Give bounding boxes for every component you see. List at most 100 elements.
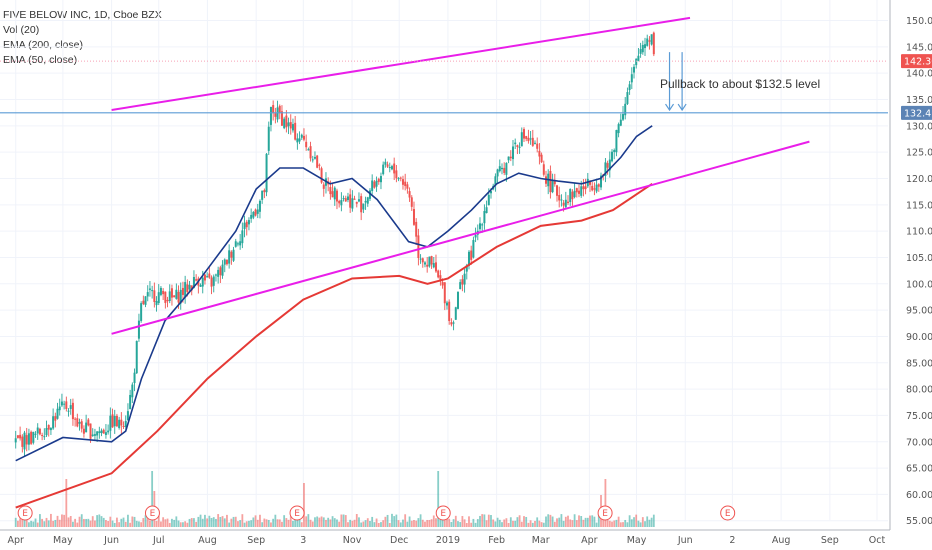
volume-bar	[96, 515, 99, 527]
volume-bar	[245, 521, 248, 527]
earnings-marker-icon	[17, 505, 33, 521]
earnings-marker-icon	[289, 505, 305, 521]
candle-body	[437, 270, 440, 278]
candle-body	[16, 435, 19, 438]
candle-body	[278, 105, 281, 114]
candle-body	[267, 126, 270, 151]
candle-body	[104, 432, 107, 436]
channel-upper-line	[111, 16, 691, 111]
volume-bar	[375, 518, 378, 527]
volume-bar	[300, 522, 303, 527]
candle-body	[582, 186, 585, 190]
volume-bar	[83, 518, 85, 527]
volume-bar	[384, 516, 387, 527]
volume-bar	[168, 522, 171, 527]
volume-bar	[391, 513, 393, 527]
candle-body	[115, 415, 118, 427]
volume-bar	[340, 514, 343, 527]
volume-bar	[287, 519, 290, 527]
candle-body	[373, 181, 376, 188]
volume-bar	[595, 522, 598, 527]
y-tick-label: 90.00	[906, 332, 932, 343]
candle-body	[217, 269, 220, 277]
candle-body	[549, 170, 552, 193]
candle-body	[38, 428, 41, 435]
candle-body	[417, 235, 420, 259]
volume-bar	[63, 514, 66, 527]
candle-body	[318, 164, 321, 166]
x-tick-label: Dec	[390, 535, 408, 546]
volume-bar	[338, 521, 341, 527]
candle-body	[129, 394, 132, 410]
volume-bar	[111, 520, 114, 527]
candle-body	[335, 190, 338, 202]
candle-body	[593, 188, 596, 190]
volume-bar	[520, 521, 523, 527]
volume-bar	[549, 514, 552, 527]
y-tick-label: 125.00	[906, 148, 932, 159]
candle-body	[274, 113, 277, 117]
volume-bar	[263, 518, 266, 527]
candle-body	[23, 432, 26, 450]
candle-body	[269, 106, 272, 125]
candle-body	[179, 289, 182, 304]
candle-body	[131, 384, 134, 398]
candle-body	[401, 179, 404, 185]
volume-bar	[613, 520, 616, 527]
volume-bar	[487, 514, 490, 527]
candle-body	[261, 190, 264, 200]
candle-body	[280, 111, 283, 126]
volume-bar	[241, 514, 244, 527]
y-tick-label: 60.00	[906, 490, 932, 501]
volume-bar	[540, 522, 543, 527]
volume-bar	[591, 515, 594, 527]
y-tick-label: 110.00	[906, 227, 932, 238]
volume-bar	[538, 520, 541, 527]
volume-bar	[406, 521, 409, 527]
candle-body	[157, 292, 160, 304]
volume-bar	[151, 471, 154, 527]
volume-bar	[107, 521, 110, 527]
volume-bar	[116, 517, 118, 527]
candle-body	[503, 167, 506, 173]
candle-body	[551, 180, 554, 193]
volume-bar	[476, 519, 479, 527]
volume-bar	[553, 521, 556, 527]
candle-body	[496, 169, 499, 177]
volume-bar	[256, 519, 259, 527]
volume-bar	[164, 519, 167, 527]
candle-body	[96, 431, 99, 436]
y-tick-label: 140.00	[906, 69, 932, 80]
candle-body	[309, 146, 312, 159]
volume-bar	[463, 519, 466, 527]
candle-body	[241, 230, 244, 244]
candle-body	[404, 181, 407, 187]
candle-body	[529, 138, 532, 140]
candle-body	[164, 291, 167, 303]
volume-bar	[19, 518, 22, 527]
candle-body	[456, 292, 459, 309]
volume-bar	[162, 517, 165, 527]
x-tick-label: Sep	[821, 535, 839, 546]
volume-bar	[56, 515, 59, 527]
volume-bar	[199, 514, 202, 527]
candle-body	[509, 156, 512, 159]
candle-body	[89, 423, 92, 439]
candle-body	[203, 274, 206, 281]
candle-body	[331, 191, 334, 198]
volume-bar	[155, 520, 158, 527]
volume-bar	[432, 515, 435, 527]
volume-bar	[580, 516, 583, 527]
volume-bar	[223, 518, 226, 527]
candle-body	[146, 292, 149, 297]
volume-bar	[135, 520, 138, 527]
candle-body	[186, 284, 189, 292]
volume-bar	[186, 522, 189, 527]
candle-body	[641, 44, 644, 53]
volume-bar	[36, 522, 39, 527]
volume-bar	[296, 519, 299, 527]
candle-body	[553, 180, 556, 185]
candle-body	[36, 427, 39, 434]
candle-body	[102, 429, 105, 434]
